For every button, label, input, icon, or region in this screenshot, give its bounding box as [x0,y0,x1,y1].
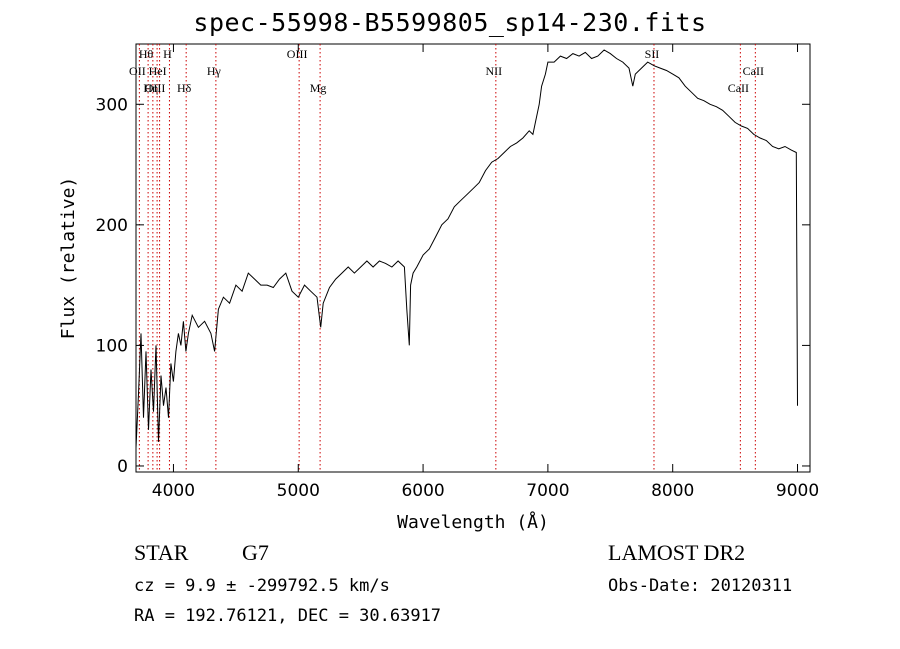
line-marker-label: SII [645,47,660,61]
line-marker-label: NII [486,64,503,78]
y-tick-label: 300 [96,95,128,115]
line-marker-label: HeI [149,64,167,78]
radec-text: RA = 192.76121, DEC = 30.63917 [134,606,442,626]
x-tick-label: 9000 [776,481,819,501]
chart-title: spec-55998-B5599805_sp14-230.fits [193,8,707,37]
line-marker-label: OIII [287,47,308,61]
line-marker-label: Hδ [177,81,192,95]
line-marker-label: Mg [310,81,327,95]
y-axis-label: Flux (relative) [58,177,79,340]
x-tick-label: 7000 [526,481,569,501]
spectrum-line [135,49,798,448]
x-tick-label: 4000 [152,481,195,501]
line-marker-label: CaII [728,81,749,95]
y-tick-label: 100 [96,336,128,356]
plot-frame [135,43,811,473]
x-tick-label: 6000 [401,481,444,501]
line-marker-label: CaII [743,64,764,78]
line-marker-label: Hγ [207,64,222,78]
x-tick-label: 5000 [277,481,320,501]
obs-date-text: Obs-Date: 20120311 [608,576,793,596]
object-subclass: G7 [242,540,269,565]
line-marker-label: Hθ [139,47,154,61]
x-axis-label: Wavelength (Å) [397,511,549,533]
object-class: STAR [134,540,189,565]
line-marker-label: Hη [143,81,158,95]
redshift-text: cz = 9.9 ± -299792.5 km/s [134,576,390,596]
y-tick-label: 200 [96,216,128,236]
survey-name: LAMOST DR2 [608,540,746,565]
line-marker-label: OII [129,64,146,78]
x-tick-label: 8000 [651,481,694,501]
line-marker-label: OIII [145,81,166,95]
line-marker-label: H [163,47,172,61]
y-tick-label: 0 [117,457,128,477]
